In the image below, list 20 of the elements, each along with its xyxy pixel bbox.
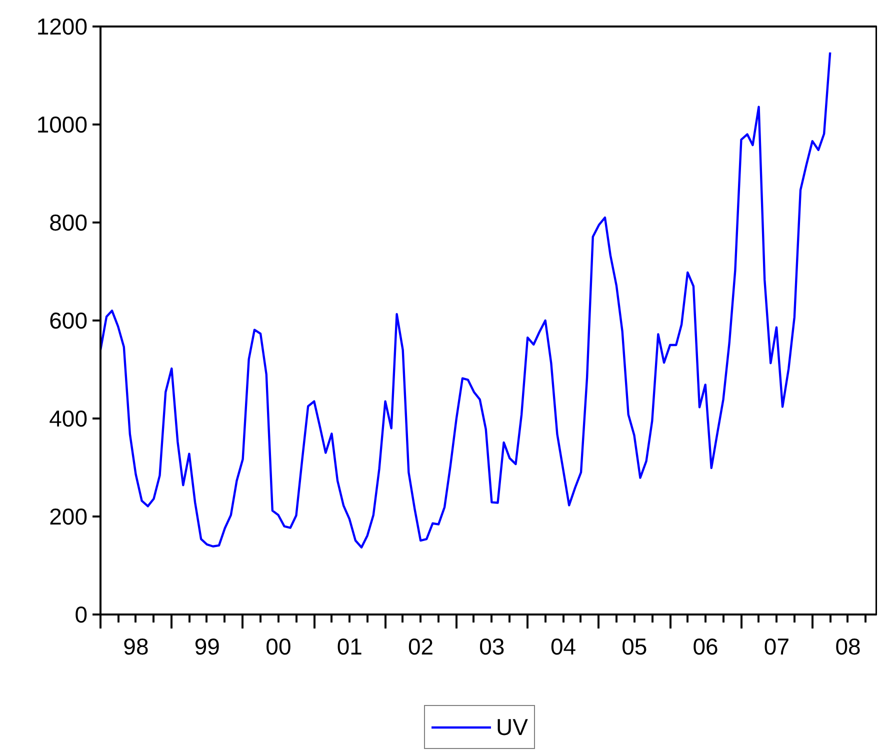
y-tick-label: 1000 <box>36 112 88 138</box>
y-tick-label: 400 <box>49 406 88 432</box>
x-tick-label: 04 <box>550 634 576 660</box>
x-tick-label: 07 <box>764 634 790 660</box>
x-tick-label: 99 <box>194 634 220 660</box>
y-tick-label: 200 <box>49 504 88 530</box>
y-tick-label: 800 <box>49 210 88 236</box>
x-tick-label: 01 <box>336 634 362 660</box>
x-tick-label: 06 <box>692 634 718 660</box>
x-tick-label: 98 <box>123 634 149 660</box>
x-tick-label: 08 <box>835 634 861 660</box>
legend-label: UV <box>496 712 528 742</box>
y-tick-label: 1200 <box>36 14 88 40</box>
line-series <box>100 51 832 548</box>
x-tick-label: 00 <box>266 634 292 660</box>
y-tick-label: 600 <box>49 308 88 334</box>
x-tick-label: 03 <box>479 634 505 660</box>
x-tick-label: 05 <box>622 634 648 660</box>
x-tick-label: 02 <box>408 634 434 660</box>
y-tick-label: 0 <box>74 602 88 628</box>
